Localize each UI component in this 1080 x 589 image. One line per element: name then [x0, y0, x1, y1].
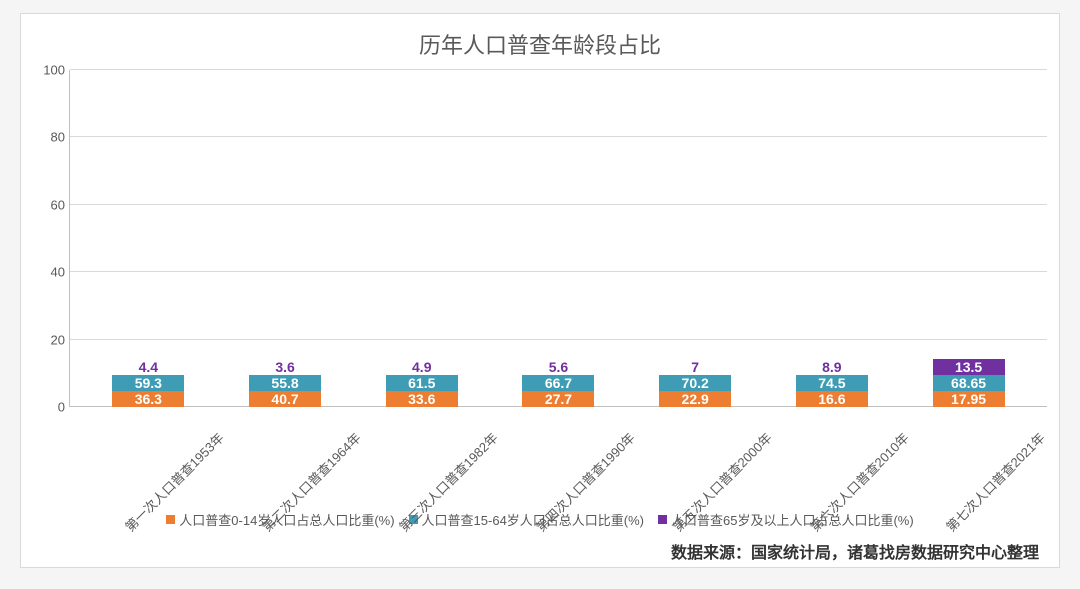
x-category-label: 第二次人口普查1964年: [257, 471, 375, 589]
bar-segment-age_15_64: 68.65: [933, 375, 1005, 391]
bar-segment-age_0_14: 17.95: [933, 391, 1005, 407]
bar-segment-age_0_14: 22.9: [659, 391, 731, 407]
x-category-label: 第一次人口普查1953年: [121, 471, 239, 589]
value-label: 22.9: [682, 391, 709, 407]
gridline: [70, 69, 1047, 70]
bar: 33.661.54.9: [386, 375, 458, 407]
y-tick-label: 20: [51, 332, 65, 347]
x-category-label: 第六次人口普查2010年: [805, 471, 923, 589]
value-label: 66.7: [545, 375, 572, 391]
x-category-label: 第三次人口普查1982年: [394, 471, 512, 589]
bar-segment-age_15_64: 74.5: [796, 375, 868, 391]
value-label: 3.6: [275, 359, 294, 375]
y-tick-label: 100: [43, 63, 65, 78]
x-category-label: 第五次人口普查2000年: [668, 471, 786, 589]
value-label: 4.4: [139, 359, 158, 375]
bar: 17.9568.6513.5: [933, 359, 1005, 407]
value-label: 7: [691, 359, 699, 375]
bar-segment-age_65_plus: 13.5: [933, 359, 1005, 375]
x-category-label: 第七次人口普查2021年: [942, 471, 1060, 589]
bar-segment-age_15_64: 66.7: [522, 375, 594, 391]
chart-title: 历年人口普查年龄段占比: [33, 22, 1047, 70]
bar-segment-age_15_64: 70.2: [659, 375, 731, 391]
value-label: 68.65: [951, 375, 986, 391]
bars-region: 36.359.34.4 40.755.83.6 33.661.54.9 27.766.…: [69, 70, 1047, 407]
value-label: 74.5: [818, 375, 845, 391]
value-label: 33.6: [408, 391, 435, 407]
bar-segment-age_0_14: 16.6: [796, 391, 868, 407]
bar: 22.970.27: [659, 375, 731, 407]
gridline: [70, 136, 1047, 137]
value-label: 16.6: [818, 391, 845, 407]
bars-row: 36.359.34.4 40.755.83.6 33.661.54.9 27.766.…: [70, 70, 1047, 407]
plot-area: 020406080100 36.359.34.440.755.83.633.66…: [33, 70, 1047, 407]
value-label: 13.5: [955, 359, 982, 375]
y-axis: 020406080100: [33, 70, 69, 407]
x-axis-labels: 第一次人口普查1953年第二次人口普查1964年第三次人口普查1982年第四次人…: [33, 407, 1047, 502]
y-tick-label: 40: [51, 265, 65, 280]
bar-segment-age_0_14: 27.7: [522, 391, 594, 407]
bar: 16.674.58.9: [796, 375, 868, 407]
bar-segment-age_15_64: 59.3: [112, 375, 184, 391]
bar-segment-age_0_14: 40.7: [249, 391, 321, 407]
gridline: [70, 271, 1047, 272]
bar: 40.755.83.6: [249, 375, 321, 407]
y-tick-label: 80: [51, 130, 65, 145]
value-label: 61.5: [408, 375, 435, 391]
value-label: 4.9: [412, 359, 431, 375]
value-label: 5.6: [549, 359, 568, 375]
gridline: [70, 204, 1047, 205]
value-label: 17.95: [951, 391, 986, 407]
value-label: 70.2: [682, 375, 709, 391]
value-label: 8.9: [822, 359, 841, 375]
gridline: [70, 339, 1047, 340]
legend-swatch: [658, 515, 667, 524]
value-label: 27.7: [545, 391, 572, 407]
bar-segment-age_15_64: 55.8: [249, 375, 321, 391]
chart-container: 历年人口普查年龄段占比 020406080100 36.359.34.440.7…: [20, 13, 1060, 568]
y-tick-label: 60: [51, 197, 65, 212]
bar: 27.766.75.6: [522, 375, 594, 407]
value-label: 55.8: [271, 375, 298, 391]
bar-segment-age_15_64: 61.5: [386, 375, 458, 391]
bar-segment-age_0_14: 36.3: [112, 391, 184, 407]
bar: 36.359.34.4: [112, 375, 184, 407]
value-label: 59.3: [135, 375, 162, 391]
bar-segment-age_0_14: 33.6: [386, 391, 458, 407]
value-label: 36.3: [135, 391, 162, 407]
x-category-label: 第四次人口普查1990年: [531, 471, 649, 589]
value-label: 40.7: [271, 391, 298, 407]
